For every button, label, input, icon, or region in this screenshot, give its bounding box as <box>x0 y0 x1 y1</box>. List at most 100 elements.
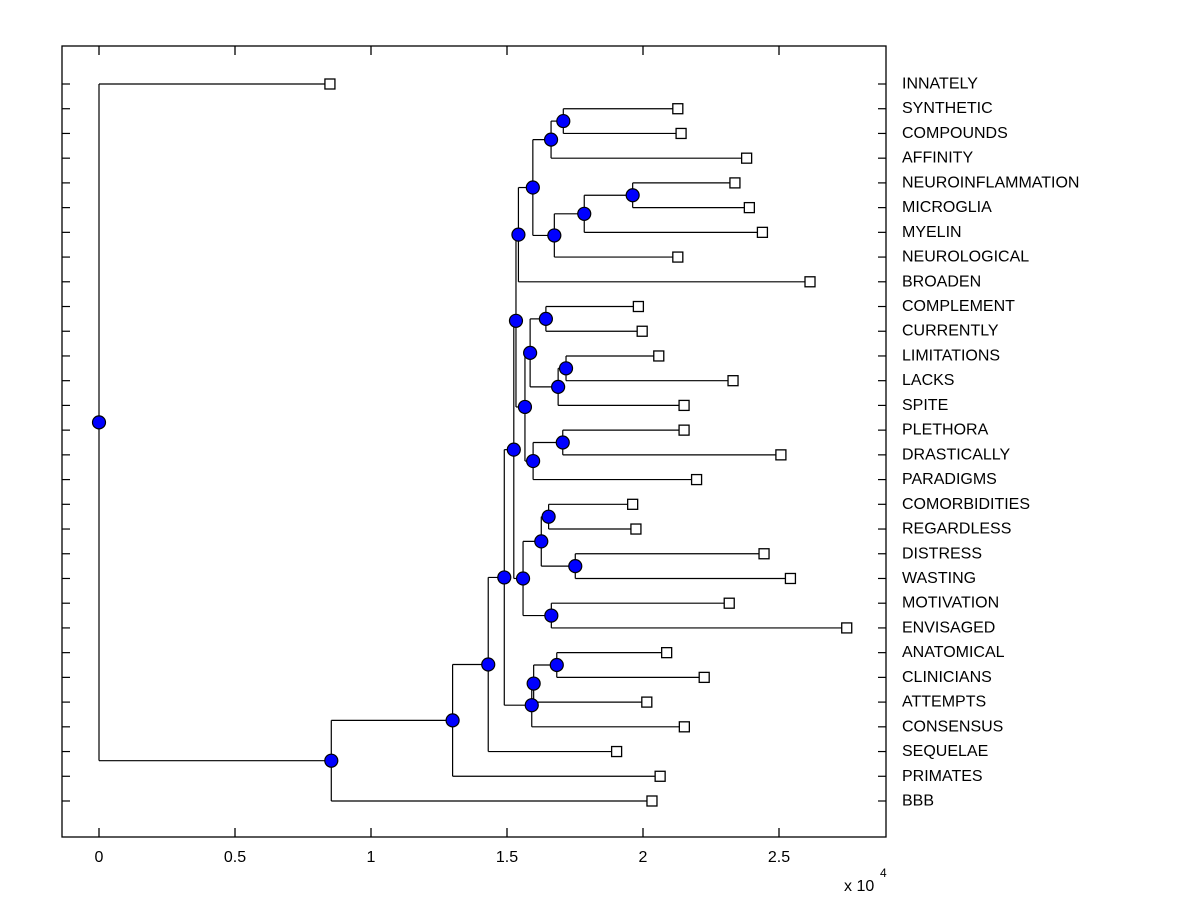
internal-node-marker <box>524 698 539 713</box>
leaf-marker <box>641 696 653 708</box>
leaf-label: WASTING <box>902 570 976 587</box>
leaf-marker <box>756 226 769 238</box>
internal-node-marker <box>91 415 107 430</box>
x-tick-label: 2 <box>639 849 648 866</box>
leaf-marker <box>672 251 684 263</box>
leaf-marker <box>723 597 735 609</box>
leaf-label: MOTIVATION <box>902 595 999 612</box>
leaf-marker <box>740 152 753 164</box>
leaf-label: SEQUELAE <box>902 743 988 760</box>
leaf-marker <box>758 548 770 560</box>
internal-node-marker <box>511 227 526 242</box>
internal-node-marker <box>555 435 570 450</box>
x-tick-label: 1 <box>367 849 376 866</box>
x-tick-label: 0 <box>95 849 104 866</box>
leaf-marker <box>727 375 739 387</box>
internal-node-marker <box>525 180 540 195</box>
internal-node-marker <box>324 753 339 768</box>
leaf-marker <box>841 622 853 634</box>
internal-node-marker <box>625 188 640 203</box>
leaf-marker <box>661 647 673 659</box>
internal-node-marker <box>445 713 460 728</box>
leaf-label: INNATELY <box>902 76 978 93</box>
leaf-label: MYELIN <box>902 224 962 241</box>
internal-node-marker <box>551 379 566 394</box>
axis-exponent-sup: 4 <box>880 866 887 880</box>
axis-box <box>61 45 887 838</box>
leaf-label: CURRENTLY <box>902 323 999 340</box>
internal-node-marker <box>517 399 533 415</box>
leaf-marker <box>610 745 623 758</box>
leaf-label: COMPLEMENT <box>902 298 1015 315</box>
internal-node-marker <box>508 313 524 328</box>
x-tick-label: 1.5 <box>496 849 518 866</box>
leaf-label: ANATOMICAL <box>902 644 1005 661</box>
internal-node-marker <box>534 534 549 549</box>
leaf-marker <box>678 399 690 412</box>
leaf-label: NEUROINFLAMMATION <box>902 174 1079 191</box>
leaf-label: BBB <box>902 792 934 809</box>
leaf-marker <box>678 721 690 733</box>
axis-exponent-label: x 10 <box>844 878 874 895</box>
leaf-marker <box>646 795 658 807</box>
leaf-label: LIMITATIONS <box>902 347 1000 364</box>
x-tick-label: 0.5 <box>224 849 246 866</box>
leaf-label: COMPOUNDS <box>902 125 1008 142</box>
leaf-marker <box>775 449 787 461</box>
leaf-marker <box>804 276 816 288</box>
internal-node-marker <box>526 676 541 691</box>
x-tick-label: 2.5 <box>768 849 790 866</box>
internal-node-marker <box>538 311 553 326</box>
leaf-marker <box>630 523 642 535</box>
leaf-marker <box>654 770 666 782</box>
leaf-label: REGARDLESS <box>902 521 1011 538</box>
internal-node-marker <box>549 657 564 673</box>
internal-node-marker <box>481 657 496 672</box>
leaf-marker <box>675 127 687 140</box>
leaf-marker <box>672 103 684 115</box>
internal-node-marker <box>558 361 574 376</box>
internal-node-marker <box>544 608 559 623</box>
leaf-marker <box>632 300 645 313</box>
leaf-marker <box>784 572 797 585</box>
leaf-marker <box>636 325 648 337</box>
internal-node-marker <box>547 228 562 243</box>
leaf-label: SYNTHETIC <box>902 100 993 117</box>
leaf-label: BROADEN <box>902 273 981 290</box>
leaf-marker <box>678 424 690 436</box>
leaf-label: CONSENSUS <box>902 718 1003 735</box>
leaf-label: MICROGLIA <box>902 199 992 216</box>
leaf-marker <box>653 350 665 362</box>
leaf-marker <box>743 201 756 214</box>
leaf-label: CLINICIANS <box>902 669 992 686</box>
leaf-marker <box>690 473 703 486</box>
internal-node-marker <box>543 132 559 147</box>
internal-node-marker <box>556 113 571 129</box>
leaf-label: DRASTICALLY <box>902 446 1011 463</box>
internal-node-marker <box>577 206 592 221</box>
leaf-marker <box>324 78 336 90</box>
leaf-label: COMORBIDITIES <box>902 496 1030 513</box>
leaf-label: ENVISAGED <box>902 619 995 636</box>
internal-node-marker <box>523 345 538 360</box>
leaf-label: SPITE <box>902 397 948 414</box>
leaf-marker <box>698 671 710 684</box>
internal-node-marker <box>506 442 521 457</box>
internal-node-marker <box>526 453 541 469</box>
leaf-label: PLETHORA <box>902 422 989 439</box>
internal-node-marker <box>541 509 556 524</box>
leaf-label: PRIMATES <box>902 768 983 785</box>
leaf-label: PARADIGMS <box>902 471 997 488</box>
leaf-label: NEUROLOGICAL <box>902 249 1029 266</box>
leaf-label: DISTRESS <box>902 545 982 562</box>
leaf-label: LACKS <box>902 372 954 389</box>
internal-node-marker <box>515 571 531 586</box>
leaf-label: ATTEMPTS <box>902 694 986 711</box>
leaf-label: AFFINITY <box>902 150 973 167</box>
leaf-marker <box>627 498 639 510</box>
leaf-marker <box>729 177 741 189</box>
internal-node-marker <box>568 559 583 574</box>
